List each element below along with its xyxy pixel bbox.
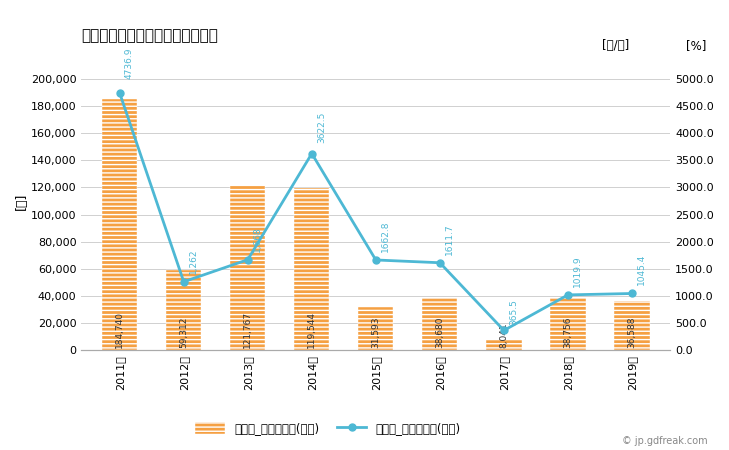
Text: 31,593: 31,593 bbox=[371, 316, 381, 347]
Text: 184,740: 184,740 bbox=[115, 310, 124, 347]
Text: 1611.7: 1611.7 bbox=[445, 223, 454, 255]
Text: 1,668: 1,668 bbox=[253, 226, 262, 252]
Bar bbox=[166, 270, 201, 350]
Bar bbox=[615, 301, 650, 350]
Text: [%]: [%] bbox=[686, 39, 706, 52]
Text: 365.5: 365.5 bbox=[509, 299, 518, 325]
Bar bbox=[295, 188, 330, 350]
Text: [㎡/棟]: [㎡/棟] bbox=[602, 39, 630, 52]
Text: 3622.5: 3622.5 bbox=[317, 111, 326, 143]
Y-axis label: [㎡]: [㎡] bbox=[15, 192, 28, 210]
Text: 産業用建築物の床面積合計の推移: 産業用建築物の床面積合計の推移 bbox=[81, 28, 218, 44]
Text: 1662.8: 1662.8 bbox=[381, 220, 390, 252]
Text: 38,756: 38,756 bbox=[564, 316, 572, 347]
Text: 121,767: 121,767 bbox=[243, 310, 252, 347]
Bar bbox=[102, 99, 137, 350]
Text: 36,588: 36,588 bbox=[628, 316, 636, 347]
Text: 1,262: 1,262 bbox=[189, 248, 198, 274]
Bar bbox=[230, 185, 265, 350]
Legend: 産業用_床面積合計(左軸), 産業用_平均床面積(右軸): 産業用_床面積合計(左軸), 産業用_平均床面積(右軸) bbox=[190, 417, 466, 440]
Text: 1045.4: 1045.4 bbox=[637, 254, 646, 285]
Text: 8,041: 8,041 bbox=[499, 322, 508, 347]
Bar bbox=[550, 297, 585, 350]
Text: © jp.gdfreak.com: © jp.gdfreak.com bbox=[622, 436, 707, 446]
Text: 38,680: 38,680 bbox=[435, 316, 445, 347]
Text: 1019.9: 1019.9 bbox=[573, 255, 582, 287]
Text: 59,312: 59,312 bbox=[179, 316, 188, 347]
Text: 119,544: 119,544 bbox=[308, 310, 316, 347]
Bar bbox=[358, 307, 394, 350]
Bar bbox=[486, 339, 521, 350]
Bar bbox=[422, 298, 458, 350]
Text: 4736.9: 4736.9 bbox=[125, 48, 134, 80]
